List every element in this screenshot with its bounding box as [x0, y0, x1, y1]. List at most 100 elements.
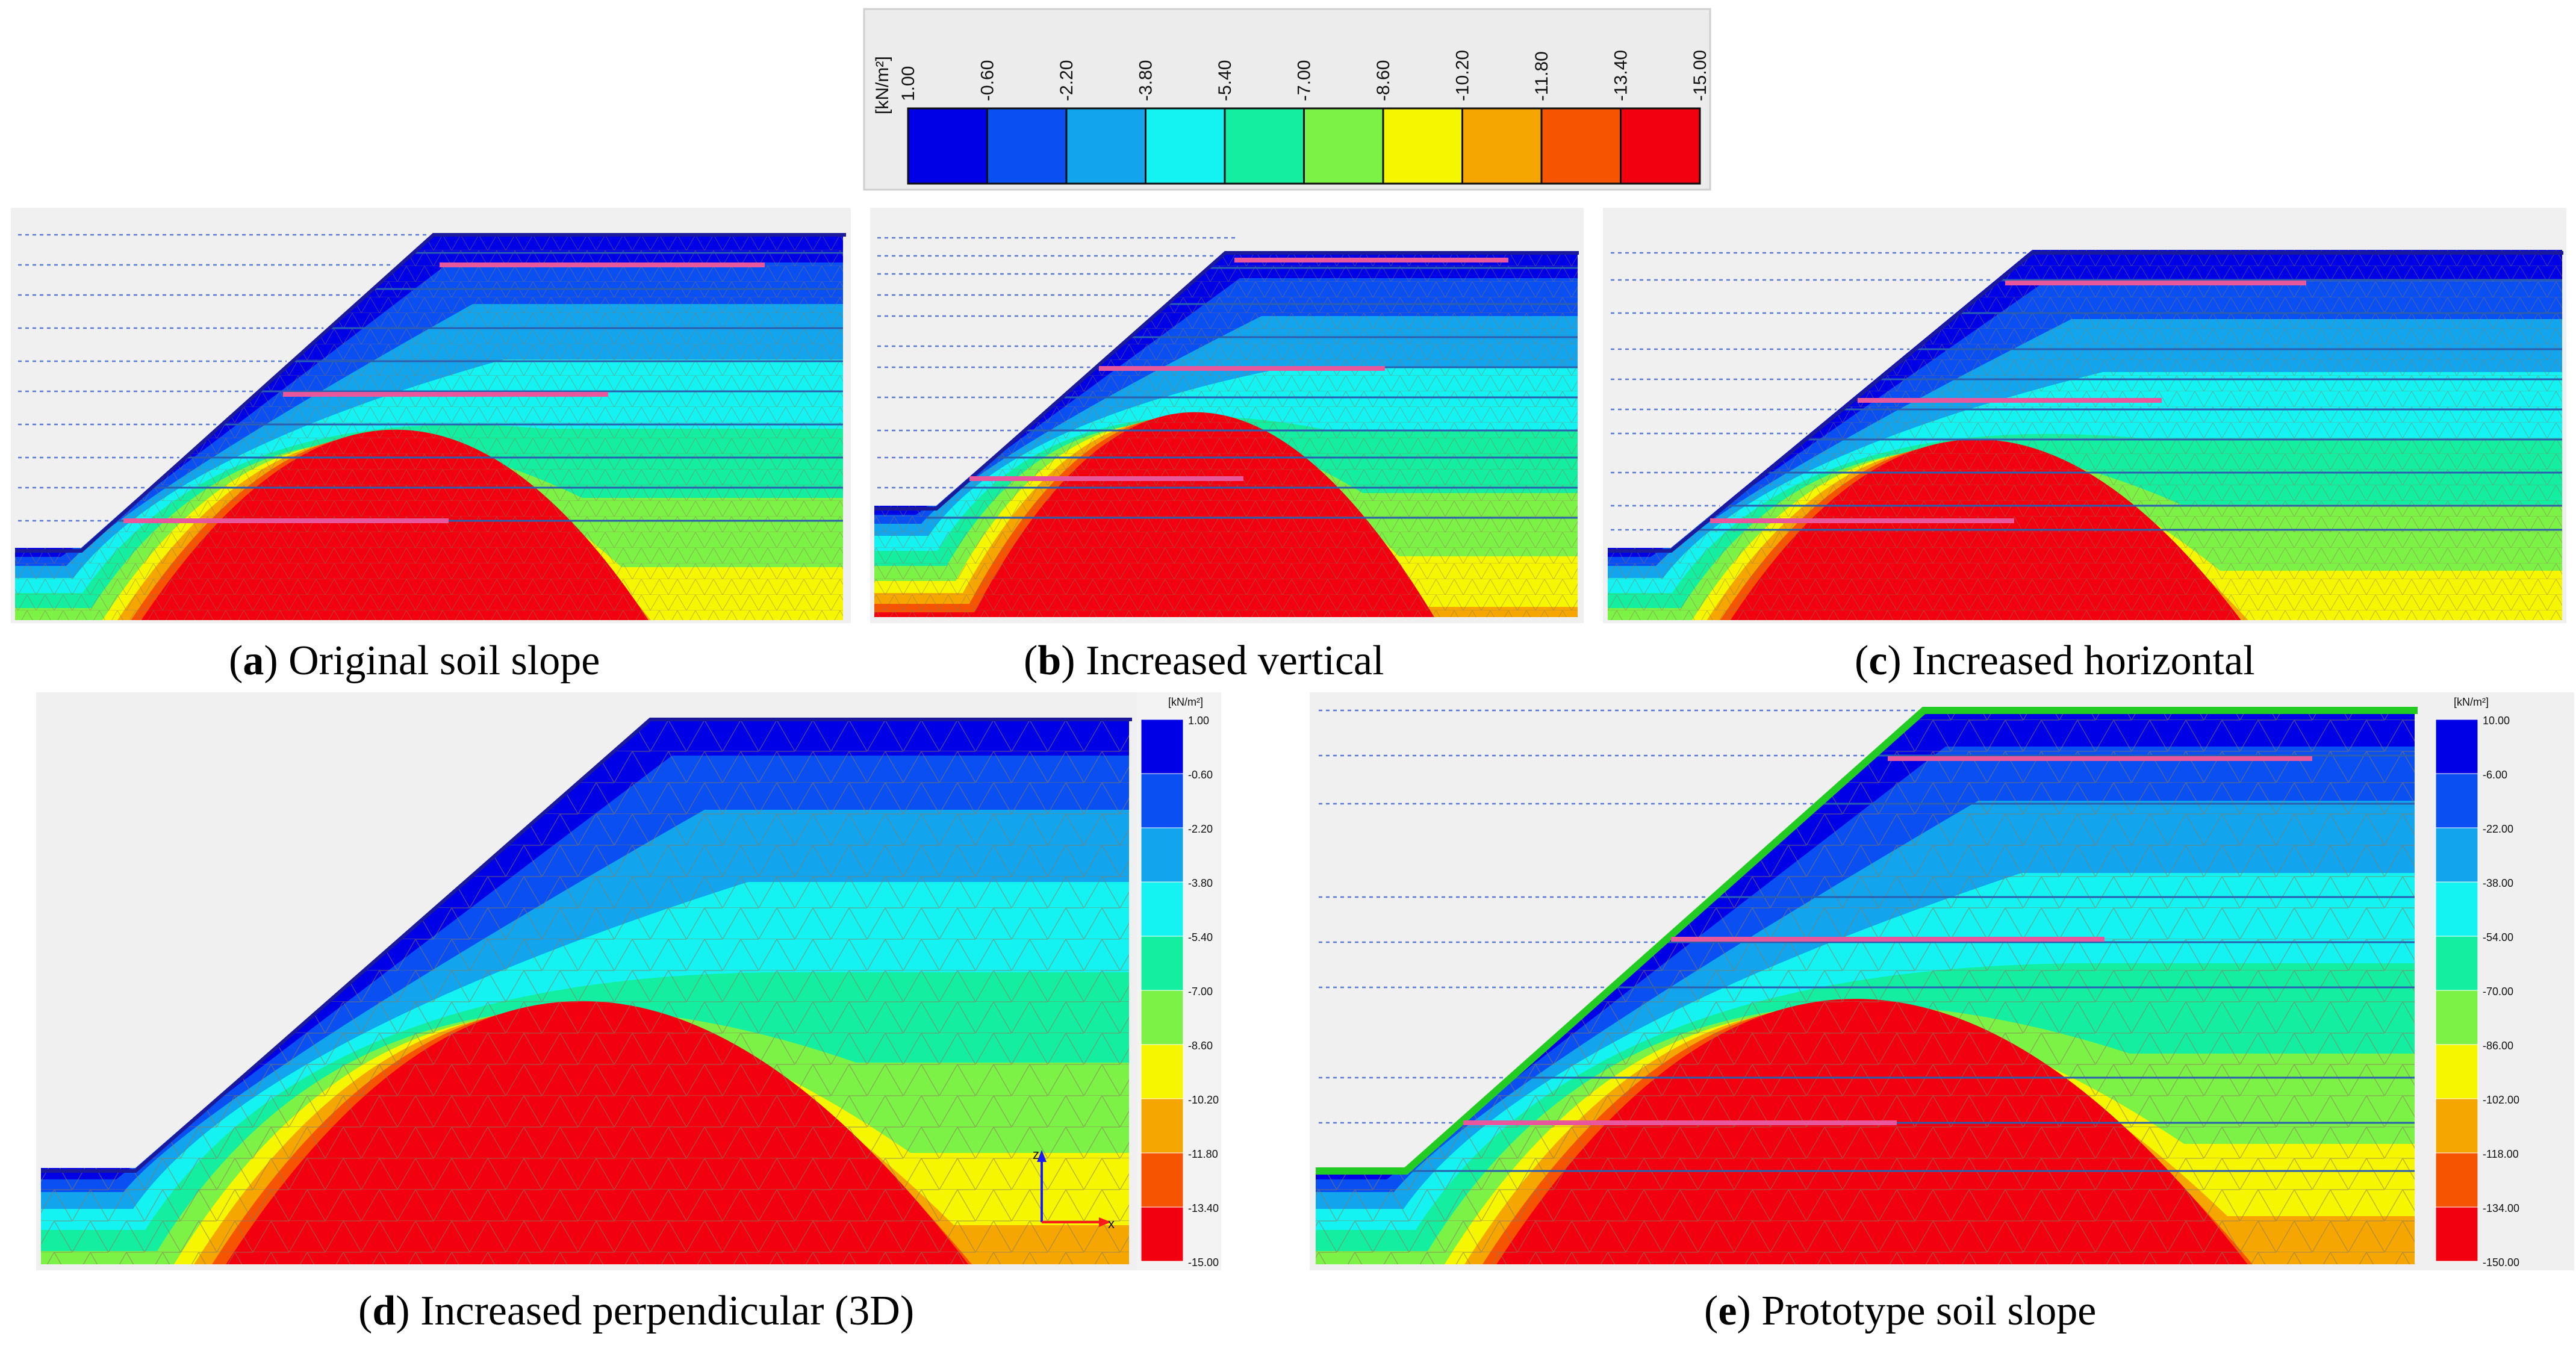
legend-d-tick-label-9: -13.40	[1188, 1202, 1219, 1214]
legend-e-swatch-6	[2435, 1044, 2478, 1099]
legend-tick-label-0: 1.00	[898, 66, 918, 101]
legend-d-tick-label-3: -3.80	[1188, 877, 1213, 889]
panel-d-slope-outline	[41, 718, 1132, 1173]
caption-b: (b) Increased vertical	[1024, 638, 1384, 684]
legend-e: [kN/m²] 10.00 -6.00 -22.00 -38.00 -54.00 -70.…	[2435, 696, 2519, 1269]
legend-swatch-8	[1540, 107, 1622, 185]
legend-tick-label-10: -15.00	[1690, 50, 1710, 101]
legend-swatch-4	[1224, 107, 1305, 185]
legend-tick-labels: 1.00 -0.60 -2.20 -3.80 -5.40 -7.00 -8.60 -10.20…	[898, 50, 1710, 101]
caption-e-title: Prototype soil slope	[1761, 1288, 2096, 1334]
legend-tick-label-4: -5.40	[1215, 60, 1235, 101]
legend-e-tick-label-5: -70.00	[2483, 986, 2513, 998]
legend-e-tick-label-10: -150.00	[2483, 1256, 2519, 1269]
legend-d-tick-label-2: -2.20	[1188, 823, 1213, 835]
legend-d-tick-label-7: -10.20	[1188, 1094, 1219, 1106]
legend-d-tick-label-4: -5.40	[1188, 931, 1213, 943]
legend-tick-label-1: -0.60	[978, 60, 998, 101]
top-legend: [kN/m²] 1.00 -0.60 -2.20 -3.80 -5.40 -7.00 -8.…	[863, 8, 1711, 191]
legend-swatch-5	[1303, 107, 1384, 185]
caption-d: (d) Increased perpendicular (3D)	[358, 1288, 914, 1334]
legend-e-tick-label-0: 10.00	[2483, 715, 2510, 727]
legend-swatch-1	[986, 107, 1068, 185]
panel-a-body	[15, 235, 843, 620]
panel-a-slope-plot	[15, 233, 846, 620]
caption-a-letter: a	[243, 638, 264, 684]
legend-e-swatch-2	[2435, 827, 2478, 883]
legend-e-swatch-8	[2435, 1152, 2478, 1208]
legend-e-swatch-4	[2435, 936, 2478, 991]
legend-d-swatch-8	[1140, 1152, 1184, 1208]
legend-swatch-0	[907, 107, 988, 185]
caption-c: (c) Increased horizontal	[1855, 638, 2255, 684]
legend-e-tick-label-4: -54.00	[2483, 931, 2513, 943]
legend-d-tick-label-1: -0.60	[1188, 769, 1213, 781]
legend-e-swatch-5	[2435, 990, 2478, 1045]
caption-c-title: Increased horizontal	[1912, 638, 2254, 684]
legend-tick-label-9: -13.40	[1611, 50, 1631, 101]
legend-e-swatch-1	[2435, 773, 2478, 828]
legend-d-tick-label-10: -15.00	[1188, 1256, 1219, 1269]
panel-e-slope-outline	[1316, 707, 2418, 1175]
legend-e-tick-label-2: -22.00	[2483, 823, 2513, 835]
caption-b-title: Increased vertical	[1086, 638, 1384, 684]
panel-d-body	[41, 719, 1129, 1264]
caption-d-title: Increased perpendicular (3D)	[420, 1288, 914, 1334]
legend-d-unit: [kN/m²]	[1168, 696, 1203, 708]
x-axis-arrowhead	[1099, 1217, 1111, 1227]
legend-swatch-6	[1382, 107, 1463, 185]
legend-e-tick-label-6: -86.00	[2483, 1040, 2513, 1052]
legend-swatch-7	[1461, 107, 1543, 185]
legend-d-tick-label-0: 1.00	[1188, 715, 1209, 727]
legend-tick-label-2: -2.20	[1057, 60, 1077, 101]
legend-d-tick-label-6: -8.60	[1188, 1040, 1213, 1052]
legend-d-swatch-3	[1140, 881, 1184, 937]
x-axis-label: x	[1108, 1216, 1115, 1231]
legend-e-swatch-9	[2435, 1206, 2478, 1262]
legend-tick-label-6: -8.60	[1374, 60, 1393, 101]
caption-d-letter: d	[372, 1288, 396, 1334]
legend-d-swatch-2	[1140, 827, 1184, 883]
panel-b-slope-outline	[874, 251, 1579, 511]
z-axis-arrowhead	[1037, 1150, 1047, 1162]
legend-swatch-9	[1620, 107, 1701, 185]
legend-e-swatch-0	[2435, 719, 2478, 774]
legend-e-tick-label-1: -6.00	[2483, 769, 2507, 781]
legend-swatches	[907, 107, 1701, 185]
legend-unit: [kN/m²]	[873, 56, 892, 114]
legend-tick-label-7: -10.20	[1453, 50, 1473, 101]
legend-tick-label-8: -11.80	[1532, 51, 1552, 101]
legend-e-tick-label-9: -134.00	[2483, 1202, 2519, 1214]
legend-d-swatch-6	[1140, 1044, 1184, 1099]
legend-d-swatch-5	[1140, 990, 1184, 1045]
caption-a-title: Original soil slope	[288, 638, 600, 684]
panel-c-slope-outline	[1608, 251, 2563, 553]
panel-d-slope-plot	[41, 718, 1132, 1264]
caption-b-letter: b	[1038, 638, 1061, 684]
caption-c-letter: c	[1868, 638, 1887, 684]
legend-d-swatch-7	[1140, 1098, 1184, 1154]
legend-d-tick-label-8: -11.80	[1188, 1148, 1218, 1160]
legend-d-swatch-4	[1140, 936, 1184, 991]
legend-tick-label-3: -3.80	[1136, 60, 1156, 101]
z-axis-label: z	[1033, 1147, 1039, 1162]
legend-d-swatch-0	[1140, 719, 1184, 774]
legend-e-swatch-3	[2435, 881, 2478, 937]
legend-d-swatch-1	[1140, 773, 1184, 828]
legend-tick-label-5: -7.00	[1295, 60, 1314, 101]
legend-e-tick-label-7: -102.00	[2483, 1094, 2519, 1106]
legend-d-swatch-9	[1140, 1206, 1184, 1262]
legend-e-unit: [kN/m²]	[2454, 696, 2489, 708]
legend-swatch-2	[1065, 107, 1146, 185]
caption-e-letter: e	[1718, 1288, 1737, 1334]
axis-triad: z x	[1033, 1147, 1115, 1231]
legend-swatch-3	[1145, 107, 1226, 185]
legend-e-tick-label-8: -118.00	[2483, 1148, 2519, 1160]
caption-e: (e) Prototype soil slope	[1704, 1288, 2096, 1334]
caption-a: (a) Original soil slope	[229, 638, 600, 684]
legend-d: [kN/m²] 1.00 -0.60 -2.20 -3.80 -5.40 -7.00 -8.…	[1137, 692, 1221, 1270]
legend-e-swatch-7	[2435, 1098, 2478, 1154]
legend-e-tick-label-3: -38.00	[2483, 877, 2513, 889]
legend-d-tick-label-5: -7.00	[1188, 986, 1213, 998]
